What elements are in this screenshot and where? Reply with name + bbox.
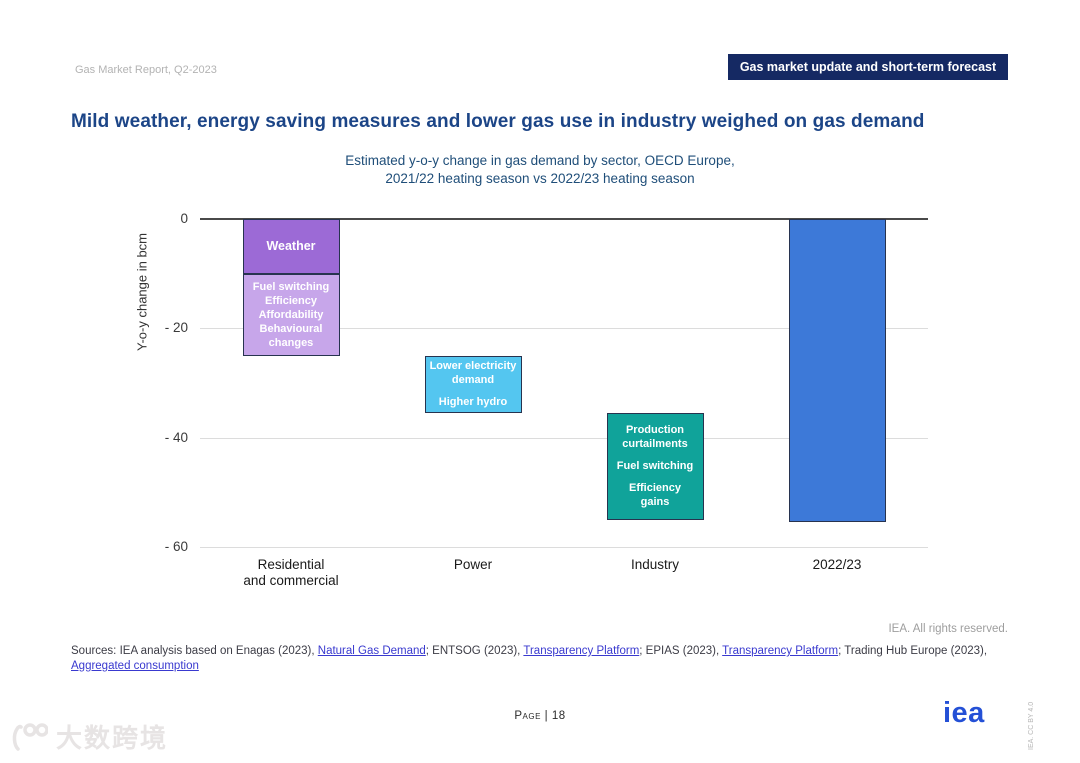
source-text: ; ENTSOG (2023), <box>425 645 524 657</box>
cc-license-label: IEA. CC BY 4.0 <box>1028 701 1035 750</box>
page-number: Page | 18 <box>514 710 566 722</box>
rights-notice: IEA. All rights reserved. <box>888 623 1008 635</box>
gridline <box>200 437 928 439</box>
section-banner: Gas market update and short-term forecas… <box>728 54 1008 80</box>
bar-segment: Production curtailments Fuel switching Eff… <box>606 413 704 520</box>
bar-segment-label: Production curtailments <box>622 424 688 451</box>
watermark-logo-icon <box>12 722 48 751</box>
bar-segment: Lower electricity demand Higher hydro <box>424 355 522 413</box>
chart-subtitle-line1: Estimated y-o-y change in gas demand by … <box>345 153 735 168</box>
bar-segment: Weather <box>242 219 340 274</box>
page-title: Mild weather, energy saving measures and… <box>71 111 925 132</box>
source-link[interactable]: Aggregated consumption <box>71 660 199 672</box>
x-category-label: Industry <box>630 557 680 572</box>
x-category-label: 2022/23 <box>812 557 862 572</box>
bar-segment <box>788 219 886 523</box>
source-link[interactable]: Natural Gas Demand <box>317 645 426 657</box>
source-text: Sources: IEA analysis based on Enagas (2… <box>71 645 318 657</box>
gridline <box>200 328 928 330</box>
iea-logo: iea <box>943 697 985 729</box>
bar-segment: Fuel switching Efficiency Affordability … <box>242 273 340 356</box>
watermark: 大数跨境 <box>8 718 168 755</box>
bar-segment-label: Efficiency gains <box>629 482 681 509</box>
chart-subtitle-line2: 2021/22 heating season vs 2022/23 heatin… <box>385 171 695 186</box>
bar-segment-label: Fuel switching <box>616 460 694 473</box>
watermark-text: 大数跨境 <box>56 723 169 753</box>
source-text: ; EPIAS (2023), <box>639 645 723 657</box>
bar-segment-label: Weather <box>266 239 316 254</box>
source-link[interactable]: Transparency Platform <box>523 645 640 657</box>
x-category-label: Residential and commercial <box>243 557 339 588</box>
source-link[interactable]: Transparency Platform <box>722 645 839 657</box>
bar-segment-label: Lower electricity demand <box>429 360 517 387</box>
y-tick-label: - 20 <box>164 320 188 336</box>
source-text: ; Trading Hub Europe (2023), <box>838 645 988 657</box>
y-tick-label: - 60 <box>164 538 188 554</box>
bar-segment-label: Fuel switching Efficiency Affordability … <box>252 280 330 349</box>
sources-note: Sources: IEA analysis based on Enagas (2… <box>71 644 999 674</box>
x-axis-zero-line <box>200 218 928 220</box>
y-tick-label: 0 <box>180 211 188 226</box>
report-edition-label: Gas Market Report, Q2-2023 <box>75 64 217 76</box>
y-tick-label: - 40 <box>164 429 188 445</box>
x-category-label: Power <box>453 557 493 572</box>
bar-segment-label: Higher hydro <box>438 396 508 409</box>
gridline <box>200 546 928 548</box>
chart-subtitle: Estimated y-o-y change in gas demand by … <box>0 152 1080 188</box>
